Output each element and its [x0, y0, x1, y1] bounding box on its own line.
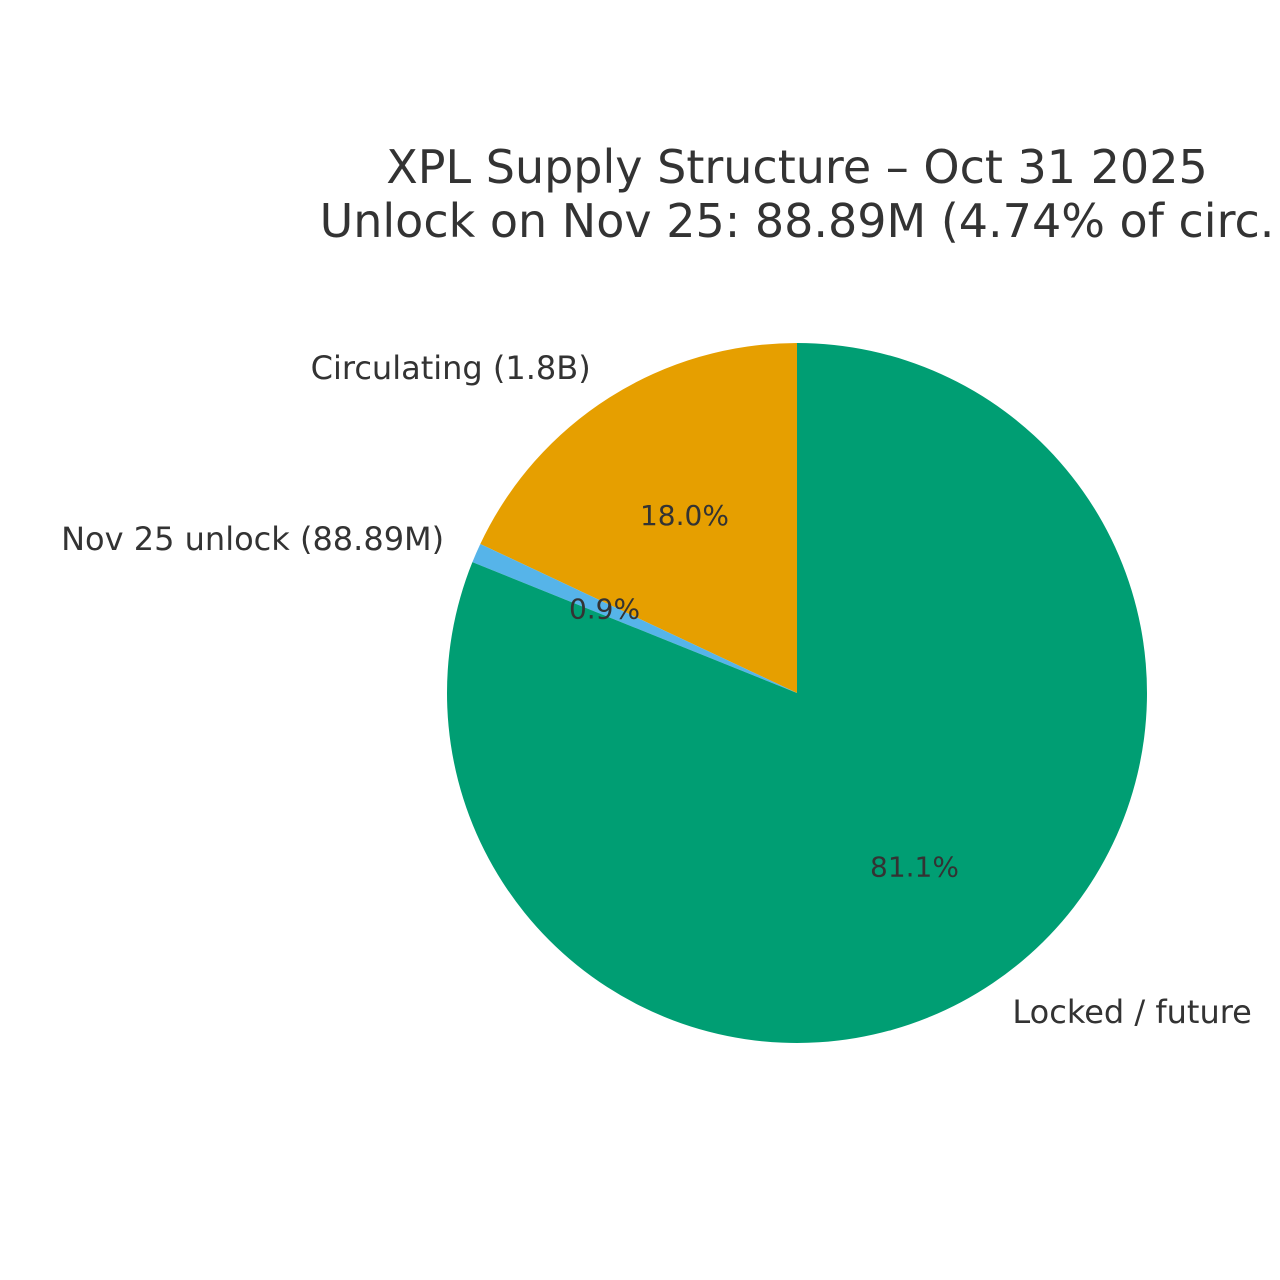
pie-slice	[480, 343, 797, 693]
chart-title-line-1: XPL Supply Structure – Oct 31 2025	[386, 140, 1208, 194]
pie-slice-labels: Circulating (1.8B) Nov 25 unlock (88.89M)…	[61, 349, 1252, 1031]
chart-title-line-2: Unlock on Nov 25: 88.89M (4.74% of circ.	[320, 194, 1275, 248]
pie-slice-percent-label: 18.0%	[640, 499, 729, 532]
pie-slices	[447, 343, 1148, 1044]
pie-slice	[447, 343, 1148, 1044]
pie-slice	[472, 543, 797, 693]
pie-slice-label: Nov 25 unlock (88.89M)	[61, 520, 444, 558]
pie-slice-percent-label: 81.1%	[870, 851, 959, 884]
pie-slice-percent-label: 0.9%	[569, 592, 640, 625]
chart-title: XPL Supply Structure – Oct 31 2025 Unloc…	[320, 140, 1275, 248]
pie-slice-label: Circulating (1.8B)	[311, 349, 591, 387]
pie-percent-labels: 18.0% 0.9% 81.1%	[569, 499, 959, 883]
pie-slice-label: Locked / future	[1012, 993, 1251, 1031]
